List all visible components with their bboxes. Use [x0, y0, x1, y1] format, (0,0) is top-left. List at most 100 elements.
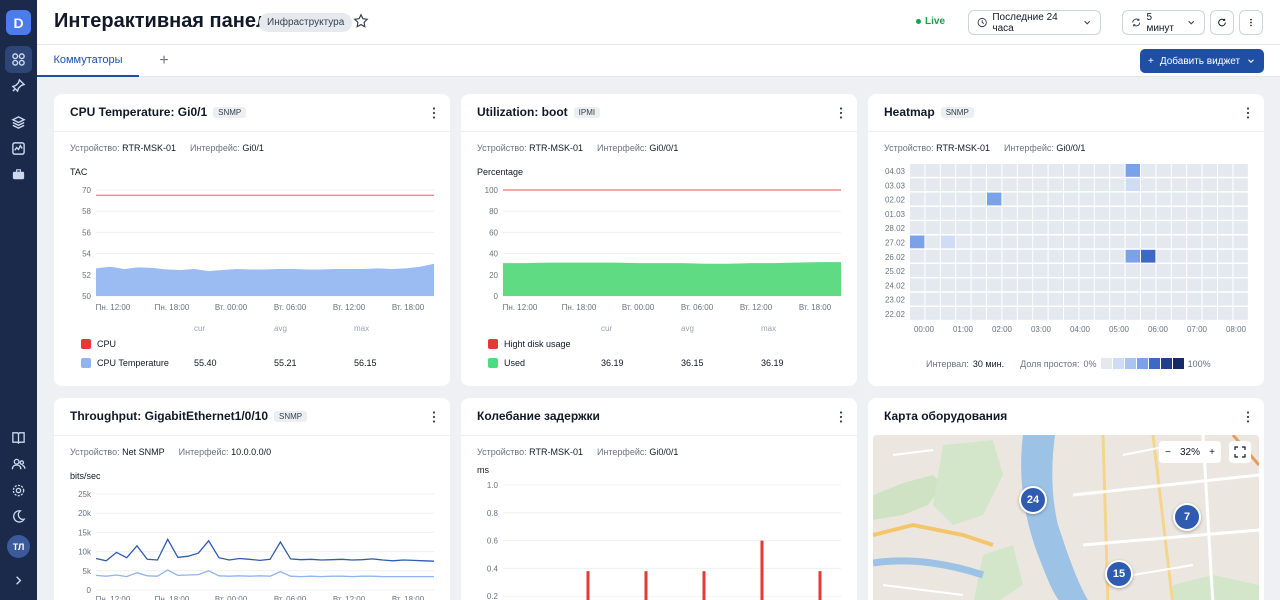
map-cluster[interactable]: 7 — [1173, 503, 1201, 531]
widget-header: Throughput: GigabitEthernet1/0/10 SNMP — [54, 398, 450, 436]
legend-swatch — [81, 339, 91, 349]
y-tick-label: 50 — [82, 292, 91, 301]
widget-header: Utilization: boot IPMI — [461, 94, 857, 132]
book-icon[interactable] — [5, 424, 32, 451]
legend-swatch — [81, 358, 91, 368]
heatmap-cell — [1017, 307, 1033, 320]
legend-item[interactable]: CPU Temperature — [81, 358, 169, 368]
heatmap-cell — [971, 278, 986, 292]
map-cluster[interactable]: 24 — [1019, 486, 1047, 514]
latency-bar — [702, 571, 706, 600]
app-logo[interactable]: D — [6, 10, 31, 35]
time-range-select[interactable]: Последние 24 часа — [968, 10, 1101, 35]
y-tick-label: 60 — [489, 228, 498, 237]
heatmap-cell — [956, 278, 971, 292]
y-tick-label: 0.8 — [487, 509, 499, 518]
heatmap-cell — [1017, 292, 1033, 306]
heatmap-cell — [1033, 221, 1048, 234]
gear-icon[interactable] — [5, 477, 32, 504]
heatmap-cell — [910, 307, 925, 320]
heatmap-cell — [1094, 264, 1110, 277]
widget-throughput: Throughput: GigabitEthernet1/0/10 SNMP Ус… — [54, 398, 450, 600]
legend-item[interactable]: Used — [488, 358, 525, 368]
star-icon[interactable] — [353, 13, 369, 29]
refresh-button[interactable] — [1210, 10, 1234, 35]
more-vertical-icon[interactable] — [837, 106, 845, 120]
equipment-map[interactable]: − 32% + 24 7 15 — [873, 435, 1259, 600]
heatmap-cell — [1233, 278, 1248, 292]
chart-unit: Percentage — [477, 167, 524, 177]
heatmap-cell — [1002, 164, 1017, 177]
legend-item[interactable]: CPU — [81, 339, 116, 349]
x-tick-label: Вт. 12:00 — [740, 303, 773, 312]
heatmap-cell — [1110, 249, 1125, 263]
heatmap-cell — [1187, 264, 1202, 277]
avatar[interactable]: ТЛ — [7, 535, 30, 558]
more-vertical-icon[interactable] — [430, 106, 438, 120]
heatmap-cell — [1094, 192, 1110, 206]
users-icon[interactable] — [5, 451, 32, 478]
legend-swatch — [488, 358, 498, 368]
dashboards-icon[interactable] — [5, 46, 32, 73]
heatmap-cell — [925, 292, 940, 306]
chevron-right-icon[interactable] — [5, 567, 32, 594]
heatmap-cell — [1064, 192, 1079, 206]
heatmap-cell — [1064, 278, 1079, 292]
zoom-in-button[interactable]: + — [1209, 446, 1215, 458]
more-vertical-icon[interactable] — [1244, 410, 1252, 424]
page-header: Интерактивная панель Инфраструктура Live… — [37, 0, 1280, 45]
heatmap-cell — [910, 292, 925, 306]
heatmap-cell — [1094, 292, 1110, 306]
refresh-interval-select[interactable]: 5 минут — [1122, 10, 1205, 35]
y-tick-label: 10k — [78, 548, 92, 557]
heatmap-cell — [956, 192, 971, 206]
heatmap-cell — [1079, 249, 1094, 263]
legend-value-avg: 36.15 — [681, 358, 704, 368]
x-tick-label: Вт. 00:00 — [215, 595, 248, 600]
add-widget-button[interactable]: + Добавить виджет — [1140, 49, 1264, 73]
heatmap-cell — [1187, 221, 1202, 234]
more-button[interactable] — [1239, 10, 1263, 35]
heatmap-cell — [1233, 192, 1248, 206]
heatmap-cell — [1233, 264, 1248, 277]
series-line — [95, 569, 434, 578]
heatmap-cell — [1187, 307, 1202, 320]
map-cluster[interactable]: 15 — [1105, 560, 1133, 588]
widget-title: Utilization: boot IPMI — [477, 105, 601, 119]
heatmap-cell — [1079, 278, 1094, 292]
add-tab-button[interactable]: + — [159, 52, 169, 69]
pin-icon[interactable] — [5, 72, 32, 99]
heatmap-cell — [987, 178, 1002, 192]
heatmap-cell — [1017, 249, 1033, 263]
x-tick-label: Пн. 18:00 — [562, 303, 597, 312]
y-tick-label: 01.03 — [885, 210, 906, 219]
tab-switches[interactable]: Коммутаторы — [37, 45, 139, 77]
heatmap-cell — [1048, 235, 1063, 249]
x-tick-label: Вт. 12:00 — [333, 595, 366, 600]
briefcase-icon[interactable] — [5, 161, 32, 188]
heatmap-cell — [910, 278, 925, 292]
heatmap-cell — [1125, 264, 1140, 277]
legend-value-avg: 55.21 — [274, 358, 297, 368]
zoom-out-button[interactable]: − — [1165, 446, 1171, 458]
more-vertical-icon[interactable] — [430, 410, 438, 424]
category-chip[interactable]: Инфраструктура — [259, 13, 353, 32]
layers-icon[interactable] — [5, 109, 32, 136]
widget-header: CPU Temperature: Gi0/1 SNMP — [54, 94, 450, 132]
monitoring-icon[interactable] — [5, 135, 32, 162]
heatmap-cell — [1002, 292, 1017, 306]
heatmap-cell — [1125, 235, 1140, 249]
x-tick-label: Пн. 12:00 — [96, 595, 131, 600]
heatmap-cell — [1064, 178, 1079, 192]
heatmap-cell — [1094, 307, 1110, 320]
heatmap-cell — [1033, 249, 1048, 263]
more-vertical-icon[interactable] — [1244, 106, 1252, 120]
heatmap-cell — [1171, 178, 1187, 192]
heatmap-cell — [1125, 192, 1140, 206]
heatmap-cell — [925, 307, 940, 320]
heatmap-cell — [1218, 292, 1233, 306]
legend-item[interactable]: Hight disk usage — [488, 339, 571, 349]
more-vertical-icon[interactable] — [837, 410, 845, 424]
fullscreen-button[interactable] — [1229, 441, 1251, 463]
moon-icon[interactable] — [5, 503, 32, 530]
